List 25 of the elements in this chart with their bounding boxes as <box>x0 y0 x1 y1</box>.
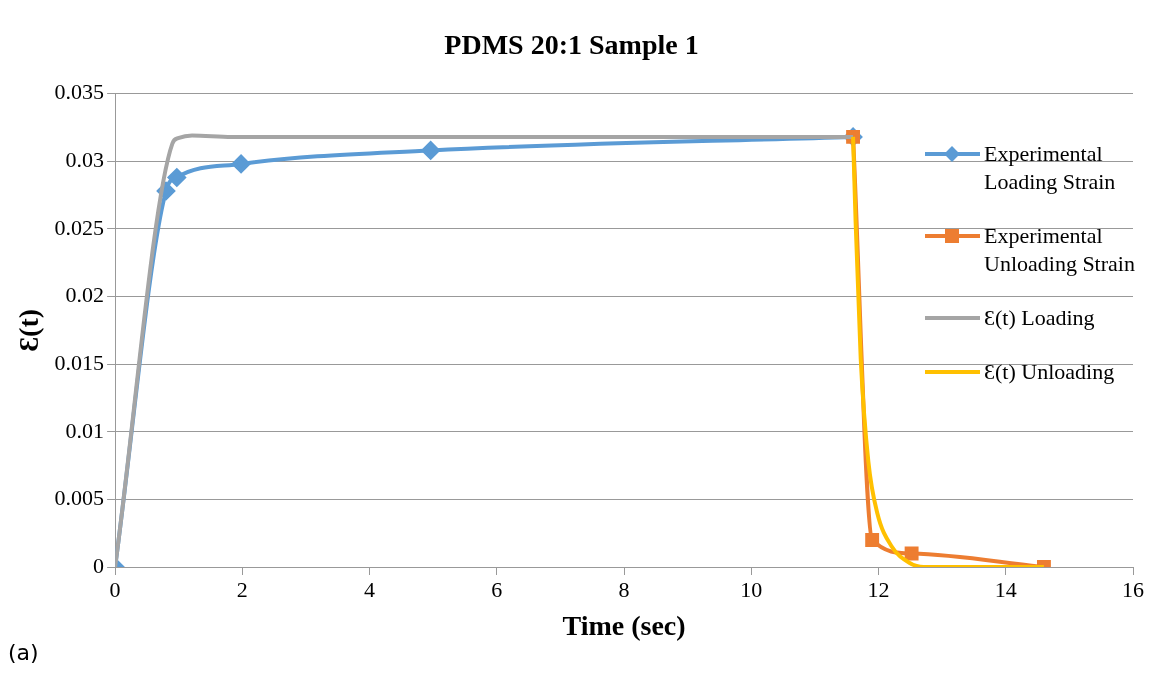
chart-title: PDMS 20:1 Sample 1 <box>444 29 699 61</box>
x-tick-label: 10 <box>740 576 763 602</box>
x-tick-label: 12 <box>867 576 890 602</box>
y-tick-label: 0.02 <box>65 282 105 308</box>
x-tick-label: 2 <box>236 576 248 602</box>
y-axis-title: Ɛ(t) <box>13 308 45 352</box>
y-tick-label: 0.025 <box>54 214 105 240</box>
x-tick-label: 8 <box>618 576 630 602</box>
x-axis-title: Time (sec) <box>562 610 686 642</box>
x-tick-label: 0 <box>109 576 121 602</box>
text: (a) <box>8 640 39 665</box>
legend-label: Ɛ(t) Loading <box>984 304 1096 332</box>
legend-label: Ɛ(t) Unloading <box>984 358 1116 386</box>
y-tick-label: 0.015 <box>54 349 105 375</box>
y-tick-label: 0.03 <box>65 147 105 173</box>
x-tick-label: 6 <box>491 576 503 602</box>
y-tick-label: 0.035 <box>54 79 105 105</box>
y-tick-label: 0.005 <box>54 485 105 511</box>
x-tick-label: 16 <box>1122 576 1144 602</box>
legend-label: Experimental Loading Strain <box>984 140 1117 196</box>
x-tick-label: 14 <box>994 576 1017 602</box>
x-tick-label: 4 <box>364 576 376 602</box>
legend-label: Experimental Unloading Strain <box>984 222 1136 278</box>
y-tick-label: 0 <box>93 552 105 578</box>
y-tick-label: 0.01 <box>65 417 105 443</box>
